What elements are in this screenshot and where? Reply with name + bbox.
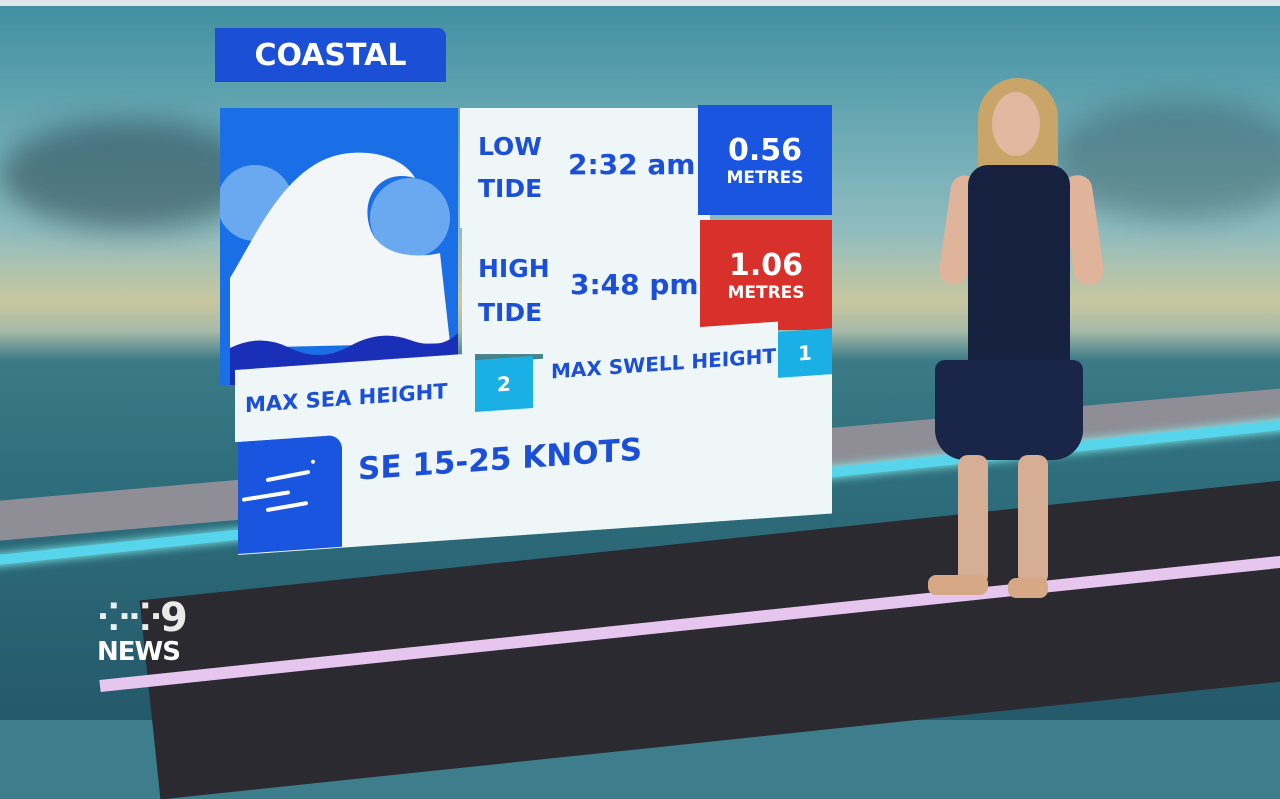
studio-wall-edge [0,0,1280,6]
max-swell-height-label: MAX SWELL HEIGHT [551,343,776,384]
max-sea-height-value: 2 [475,355,533,413]
max-sea-height-label: MAX SEA HEIGHT [245,379,448,418]
high-tide-unit: METRES [727,282,805,303]
nine-logo-mark: ⁘⁘9 [97,595,188,641]
coastal-title: COASTAL [215,28,446,82]
low-tide-value-box: 0.56 METRES [698,105,832,215]
high-tide-label: HIGH [478,254,550,283]
low-tide-label: TIDE [478,174,543,203]
nine-news-logo: ⁘⁘9 NEWS [97,595,188,667]
logo-text: NEWS [97,637,181,667]
wind-panel: SE 15-25 KNOTS [238,338,832,555]
wave-icon [217,108,458,385]
high-tide-value-box: 1.06 METRES [700,220,832,330]
high-tide-time: 3:48 pm [570,268,699,301]
max-swell-height-value: 1 [778,328,832,378]
low-tide-value: 0.56 [727,132,803,168]
wind-text: SE 15-25 KNOTS [358,431,643,488]
low-tide-panel: LOW TIDE 2:32 am [460,108,710,228]
low-tide-time: 2:32 am [568,148,696,181]
high-tide-panel: HIGH TIDE 3:48 pm [462,226,712,354]
wind-icon [238,434,342,554]
low-tide-unit: METRES [726,167,804,188]
high-tide-label: TIDE [478,298,543,327]
cloud [0,120,260,230]
low-tide-label: LOW [478,132,542,161]
high-tide-value: 1.06 [728,247,804,283]
